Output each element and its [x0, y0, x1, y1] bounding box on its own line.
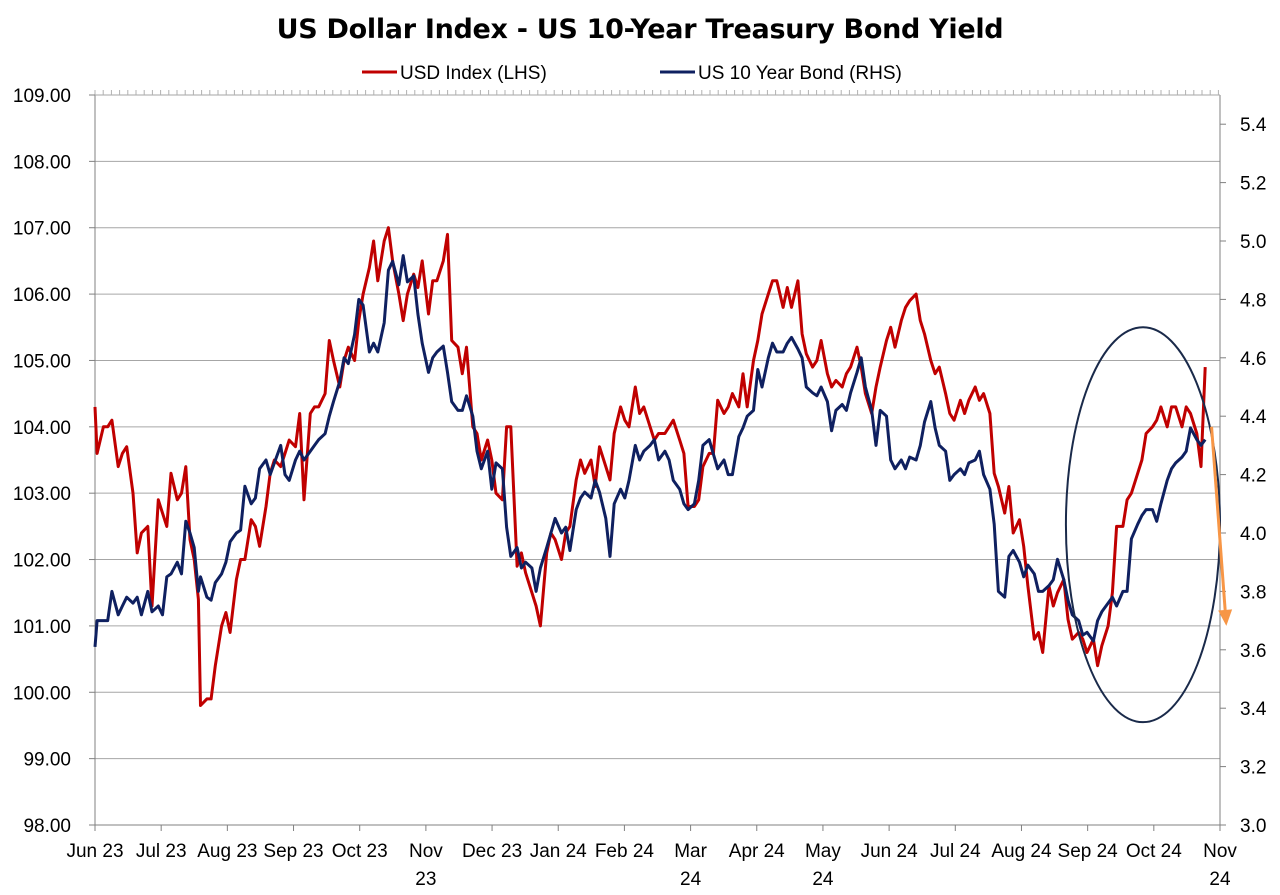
x-tick-label: Jul 23: [136, 841, 187, 862]
x-tick-label: Dec 23: [462, 841, 522, 862]
right-tick-label: 5.4: [1240, 115, 1267, 136]
left-tick-label: 108.00: [13, 152, 71, 173]
x-tick-label: Sep 24: [1058, 841, 1119, 862]
right-tick-label: 4.2: [1240, 466, 1266, 487]
x-tick-label: Oct 24: [1126, 841, 1182, 862]
right-axis-ticks: 3.0 3.2 3.4 3.6 3.8 4.0 4.2 4.4 4.6 4.8 5.0 5.2 5.4: [1220, 115, 1267, 837]
x-tick-label: Sep 23: [263, 841, 323, 862]
right-tick-label: 4.6: [1240, 349, 1266, 370]
trend-arrow-head: [1218, 609, 1233, 626]
chart-title: US Dollar Index - US 10-Year Treasury Bo…: [276, 14, 1004, 45]
left-axis-ticks: 98.00 99.00 100.00 101.00 102.00 103.00 104.00…: [13, 86, 95, 837]
legend: USD Index (LHS) US 10 Year Bond (RHS): [362, 63, 902, 84]
annotations: [1064, 326, 1233, 724]
x-tick-label: Feb 24: [595, 841, 655, 862]
x-tick-label: Jun 23: [66, 841, 123, 862]
right-tick-label: 5.0: [1240, 232, 1266, 253]
x-tick-label: Jan 24: [530, 841, 587, 862]
left-tick-label: 106.00: [13, 285, 71, 306]
right-tick-label: 5.2: [1240, 174, 1266, 195]
gridlines: [95, 94, 1220, 760]
x-tick-label: Oct 23: [332, 841, 388, 862]
left-tick-label: 102.00: [13, 551, 71, 572]
left-tick-label: 101.00: [13, 617, 71, 638]
right-tick-label: 4.4: [1240, 407, 1267, 428]
x-tick-label: Jul 24: [930, 841, 981, 862]
x-tick-label: Aug 23: [197, 841, 257, 862]
legend-label: US 10 Year Bond (RHS): [698, 63, 902, 84]
x-tick-label: Mar 24: [674, 841, 707, 890]
left-tick-label: 105.00: [13, 351, 71, 372]
right-tick-label: 3.0: [1240, 816, 1266, 837]
left-tick-label: 100.00: [13, 683, 71, 704]
left-tick-label: 99.00: [23, 750, 71, 771]
left-tick-label: 103.00: [13, 484, 71, 505]
right-tick-label: 3.8: [1240, 582, 1266, 603]
right-tick-label: 3.4: [1240, 699, 1267, 720]
trend-arrow-shaft: [1210, 426, 1227, 611]
us10y-bond-line: [93, 254, 1207, 648]
x-tick-label: May 24: [805, 841, 841, 890]
right-tick-label: 3.6: [1240, 641, 1266, 662]
x-tick-label: Nov 24: [1203, 841, 1237, 890]
right-tick-label: 4.8: [1240, 290, 1266, 311]
left-tick-label: 98.00: [23, 816, 71, 837]
right-tick-label: 3.2: [1240, 758, 1266, 779]
highlight-ellipse: [1064, 326, 1222, 724]
legend-label: USD Index (LHS): [400, 63, 547, 84]
left-tick-label: 107.00: [13, 219, 71, 240]
left-tick-label: 109.00: [13, 86, 71, 107]
x-tick-label: Aug 24: [991, 841, 1052, 862]
axes: [94, 90, 1221, 826]
x-tick-label: Nov 23: [409, 841, 443, 890]
right-tick-label: 4.0: [1240, 524, 1266, 545]
x-axis-ticks: Jun 23 Jul 23 Aug 23 Sep 23 Oct 23 Nov 23 Dec 2…: [66, 825, 1237, 890]
x-tick-label: Apr 24: [729, 841, 785, 862]
left-tick-label: 104.00: [13, 418, 71, 439]
series-layer: [93, 226, 1207, 707]
x-tick-label: Jun 24: [861, 841, 918, 862]
